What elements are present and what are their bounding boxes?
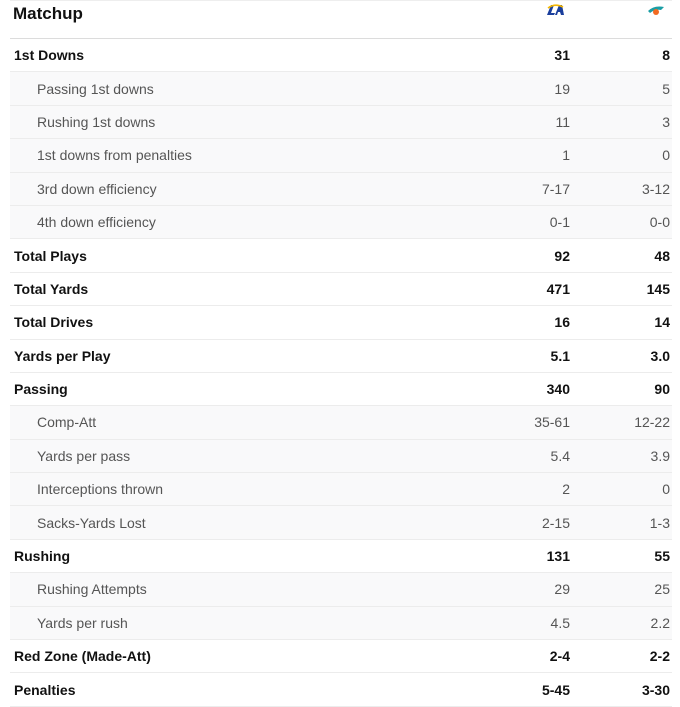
team2-value: 3.0 (650, 347, 670, 364)
team2-value: 3.9 (650, 447, 670, 464)
table-row: Sacks-Yards Lost 2-15 1-3 (10, 506, 672, 540)
team2-value: 1-3 (649, 514, 670, 531)
team1-value: 19 (554, 80, 570, 97)
stat-label: Yards per Play (14, 347, 111, 364)
team1-value: 131 (546, 548, 570, 565)
stat-label: Total Drives (14, 314, 94, 331)
team2-value: 2.2 (650, 614, 670, 631)
team2-value: 14 (654, 314, 670, 331)
team1-value: 5.1 (550, 347, 570, 364)
table-row: Yards per Play 5.1 3.0 (10, 339, 672, 373)
team2-value: 0 (662, 481, 670, 498)
team1-value: 11 (555, 113, 570, 130)
stat-label: Interceptions thrown (37, 481, 164, 498)
team1-value: 35-61 (534, 414, 570, 431)
stat-label: Yards per pass (37, 447, 131, 464)
team1-value: 5.4 (550, 447, 570, 464)
table-row: 1st downs from penalties 1 0 (10, 139, 672, 173)
table-row: Rushing 1st downs 11 3 (10, 105, 672, 140)
table-row: Total Drives 16 14 (10, 306, 672, 340)
table-row: Penalties 5-45 3-30 (10, 673, 672, 707)
team1-value: 2 (562, 481, 570, 498)
stat-label: Rushing (14, 548, 70, 565)
team1-value: 5-45 (541, 681, 570, 698)
team2-value: 5 (662, 80, 670, 97)
page-title: Matchup (13, 4, 83, 23)
team2-value: 3-30 (641, 681, 670, 698)
team2-value: 25 (654, 581, 670, 598)
team1-value: 0-1 (549, 214, 570, 231)
team2-value: 12-22 (634, 414, 670, 431)
stat-label: Passing 1st downs (37, 80, 154, 97)
stat-label: Total Yards (14, 280, 89, 297)
table-row: Total Plays 92 48 (10, 239, 672, 273)
stat-label: Rushing 1st downs (37, 113, 156, 130)
team1-value: 4.5 (550, 614, 570, 631)
table-row: Yards per rush 4.5 2.2 (10, 606, 672, 641)
stat-label: 4th down efficiency (37, 214, 156, 231)
table-header: Matchup (10, 0, 672, 39)
team1-value: 16 (554, 314, 570, 331)
team2-value: 0 (662, 147, 670, 164)
table-row: Red Zone (Made-Att) 2-4 2-2 (10, 640, 672, 674)
stat-label: 1st downs from penalties (37, 147, 192, 164)
team2-value: 90 (654, 381, 670, 398)
team1-value: 92 (554, 247, 570, 264)
team2-value: 3 (662, 113, 670, 130)
table-row: Passing 1st downs 19 5 (10, 72, 672, 106)
la-rams-logo-icon (547, 4, 564, 15)
team2-value: 2-2 (649, 648, 670, 665)
stat-label: Total Plays (14, 247, 87, 264)
team2-value: 8 (662, 47, 670, 64)
stat-label: 1st Downs (14, 47, 85, 64)
table-row: 3rd down efficiency 7-17 3-12 (10, 172, 672, 206)
team1-value: 29 (554, 581, 570, 598)
matchup-table: Matchup 1st Downs 31 8 Passing 1st downs 19 5… (10, 0, 672, 707)
team1-value: 2-15 (541, 514, 570, 531)
table-row: Rushing Attempts 29 25 (10, 573, 672, 607)
team1-value: 340 (546, 381, 570, 398)
table-row: Yards per pass 5.4 3.9 (10, 439, 672, 474)
table-row: Comp-Att 35-61 12-22 (10, 406, 672, 440)
stat-label: Sacks-Yards Lost (37, 514, 146, 531)
team2-value: 0-0 (649, 214, 670, 231)
table-row: 1st Downs 31 8 (10, 39, 672, 73)
stat-label: Comp-Att (37, 414, 97, 431)
team1-value: 471 (546, 280, 570, 297)
team2-value: 3-12 (641, 180, 670, 197)
team2-value: 48 (654, 247, 670, 264)
table-row: Rushing 131 55 (10, 539, 672, 574)
team1-value: 31 (554, 47, 570, 64)
stat-label: Passing (14, 381, 68, 398)
team1-value: 1 (562, 147, 570, 164)
stat-label: Yards per rush (37, 614, 128, 631)
team2-value: 55 (654, 548, 670, 565)
table-row: 4th down efficiency 0-1 0-0 (10, 205, 672, 240)
team1-value: 2-4 (549, 648, 570, 665)
stat-label: Rushing Attempts (37, 581, 147, 598)
table-row: Total Yards 471 145 (10, 272, 672, 307)
stat-label: Red Zone (Made-Att) (14, 648, 151, 665)
stat-label: 3rd down efficiency (37, 180, 157, 197)
team1-value: 7-17 (541, 180, 570, 197)
team2-value: 145 (646, 280, 670, 297)
stat-label: Penalties (14, 681, 76, 698)
miami-dolphins-logo-icon (648, 6, 664, 15)
table-row: Interceptions thrown 2 0 (10, 473, 672, 507)
table-row: Passing 340 90 (10, 372, 672, 407)
